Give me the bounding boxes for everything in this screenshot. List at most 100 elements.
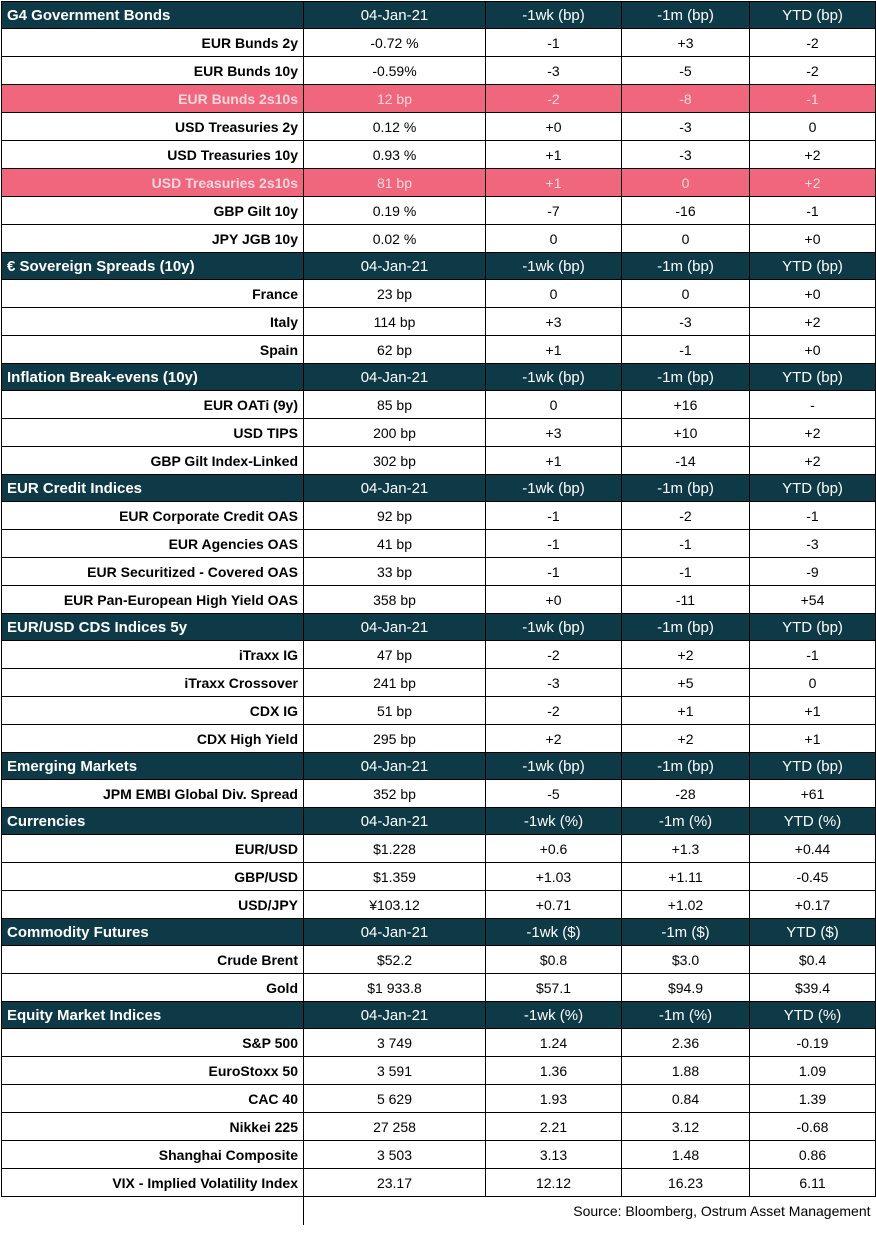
row-label: EUR Bunds 2y bbox=[1, 28, 304, 57]
column-header: YTD (bp) bbox=[749, 613, 876, 641]
row-value: $0.8 bbox=[485, 945, 622, 974]
row-value: 62 bp bbox=[303, 335, 486, 364]
row-value: +0 bbox=[485, 585, 622, 614]
row-value: 0.86 bbox=[749, 1140, 876, 1169]
row-label: EUR OATi (9y) bbox=[1, 390, 304, 419]
row-value: 23.17 bbox=[303, 1168, 486, 1197]
column-header: 04-Jan-21 bbox=[303, 1, 486, 29]
row-value: 0 bbox=[485, 390, 622, 419]
section-title: EUR Credit Indices bbox=[1, 474, 304, 502]
row-label: iTraxx Crossover bbox=[1, 668, 304, 697]
row-value: +2 bbox=[749, 168, 876, 197]
table-row: CDX IG 51 bp -2 +1 +1 bbox=[1, 696, 876, 725]
row-value: ¥103.12 bbox=[303, 890, 486, 919]
row-value: 0.02 % bbox=[303, 224, 486, 253]
table-row: EUR Corporate Credit OAS 92 bp -1 -2 -1 bbox=[1, 501, 876, 530]
row-value: +1 bbox=[749, 724, 876, 753]
row-value: 2.21 bbox=[485, 1112, 622, 1141]
row-value: +3 bbox=[485, 418, 622, 447]
row-value: -11 bbox=[621, 585, 750, 614]
row-label: Crude Brent bbox=[1, 945, 304, 974]
row-value: $1 933.8 bbox=[303, 973, 486, 1002]
row-value: 92 bp bbox=[303, 501, 486, 530]
row-value: 0 bbox=[485, 224, 622, 253]
column-header: 04-Jan-21 bbox=[303, 252, 486, 280]
row-value: +2 bbox=[749, 307, 876, 336]
row-value: 6.11 bbox=[749, 1168, 876, 1197]
row-value: 81 bp bbox=[303, 168, 486, 197]
row-value: -2 bbox=[485, 640, 622, 669]
row-value: 27 258 bbox=[303, 1112, 486, 1141]
row-value: +3 bbox=[485, 307, 622, 336]
row-value: -3 bbox=[485, 56, 622, 85]
row-value: 3 591 bbox=[303, 1056, 486, 1085]
row-value: 114 bp bbox=[303, 307, 486, 336]
row-value: 1.88 bbox=[621, 1056, 750, 1085]
row-value: $1.359 bbox=[303, 862, 486, 891]
row-value: +0 bbox=[749, 335, 876, 364]
row-value: -0.19 bbox=[749, 1028, 876, 1057]
section-header-equity-market-indices: Equity Market Indices 04-Jan-21 -1wk (%) -1… bbox=[1, 1001, 876, 1029]
row-label: EUR/USD bbox=[1, 834, 304, 863]
row-label: Italy bbox=[1, 307, 304, 336]
column-header: -1m (%) bbox=[621, 807, 750, 835]
row-label: CDX IG bbox=[1, 696, 304, 725]
column-header: -1m (%) bbox=[621, 1001, 750, 1029]
column-header: YTD (bp) bbox=[749, 1, 876, 29]
section-header-currencies: Currencies 04-Jan-21 -1wk (%) -1m (%) YTD (%… bbox=[1, 807, 876, 835]
row-label: VIX - Implied Volatility Index bbox=[1, 1168, 304, 1197]
row-value: 0 bbox=[621, 168, 750, 197]
row-value: $0.4 bbox=[749, 945, 876, 974]
row-label: GBP Gilt Index-Linked bbox=[1, 446, 304, 475]
row-value: 1.48 bbox=[621, 1140, 750, 1169]
column-header: 04-Jan-21 bbox=[303, 807, 486, 835]
row-value: 200 bp bbox=[303, 418, 486, 447]
row-value: 0.19 % bbox=[303, 196, 486, 225]
column-header: YTD (%) bbox=[749, 807, 876, 835]
row-value: -1 bbox=[485, 557, 622, 586]
column-header: YTD (bp) bbox=[749, 752, 876, 780]
table-row: EUR Agencies OAS 41 bp -1 -1 -3 bbox=[1, 529, 876, 558]
row-value: 0 bbox=[621, 224, 750, 253]
row-value: 3 503 bbox=[303, 1140, 486, 1169]
row-label: EuroStoxx 50 bbox=[1, 1056, 304, 1085]
row-value: 0 bbox=[621, 279, 750, 308]
row-label: iTraxx IG bbox=[1, 640, 304, 669]
row-value: -16 bbox=[621, 196, 750, 225]
row-value: -3 bbox=[749, 529, 876, 558]
row-value: 0.93 % bbox=[303, 140, 486, 169]
row-value: -2 bbox=[485, 84, 622, 113]
column-header: -1m (bp) bbox=[621, 1, 750, 29]
row-value: -7 bbox=[485, 196, 622, 225]
row-value: -1 bbox=[749, 501, 876, 530]
row-value: -3 bbox=[621, 140, 750, 169]
row-label: EUR Securitized - Covered OAS bbox=[1, 557, 304, 586]
table-row: USD Treasuries 2y 0.12 % +0 -3 0 bbox=[1, 112, 876, 141]
column-header: -1wk (bp) bbox=[485, 613, 622, 641]
row-value: 47 bp bbox=[303, 640, 486, 669]
row-value: +0.44 bbox=[749, 834, 876, 863]
table-row: France 23 bp 0 0 +0 bbox=[1, 279, 876, 308]
row-value: +61 bbox=[749, 779, 876, 808]
row-label: USD Treasuries 10y bbox=[1, 140, 304, 169]
section-title: Currencies bbox=[1, 807, 304, 835]
row-value: 0 bbox=[749, 112, 876, 141]
table-row: Spain 62 bp +1 -1 +0 bbox=[1, 335, 876, 364]
table-row: Shanghai Composite 3 503 3.13 1.48 0.86 bbox=[1, 1140, 876, 1169]
column-header: YTD (bp) bbox=[749, 363, 876, 391]
section-title: EUR/USD CDS Indices 5y bbox=[1, 613, 304, 641]
column-header: -1m (bp) bbox=[621, 752, 750, 780]
row-label: GBP/USD bbox=[1, 862, 304, 891]
row-value: $39.4 bbox=[749, 973, 876, 1002]
row-value: 0.84 bbox=[621, 1084, 750, 1113]
row-value: 302 bp bbox=[303, 446, 486, 475]
row-value: $3.0 bbox=[621, 945, 750, 974]
row-value: -9 bbox=[749, 557, 876, 586]
table-row: EUR/USD $1.228 +0.6 +1.3 +0.44 bbox=[1, 834, 876, 863]
section-title: G4 Government Bonds bbox=[1, 1, 304, 29]
row-value: -1 bbox=[749, 84, 876, 113]
row-value: -1 bbox=[485, 529, 622, 558]
row-value: $1.228 bbox=[303, 834, 486, 863]
table-row: EUR Bunds 10y -0.59% -3 -5 -2 bbox=[1, 56, 876, 85]
row-value: 3.13 bbox=[485, 1140, 622, 1169]
